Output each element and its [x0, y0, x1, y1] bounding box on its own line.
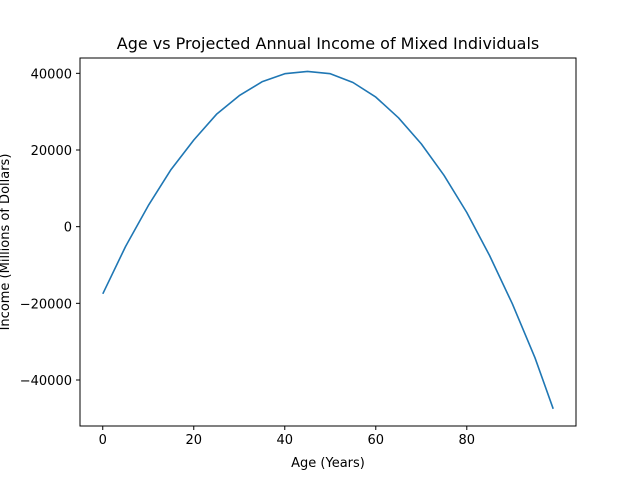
y-axis-label: Income (Millions of Dollars)	[0, 154, 13, 331]
y-tick-label: 0	[64, 221, 72, 236]
x-tick-label: 20	[185, 433, 202, 448]
y-tick-label: −20000	[20, 297, 72, 312]
x-tick-label: 80	[459, 433, 476, 448]
x-tick-label: 40	[276, 433, 293, 448]
x-tick-label: 0	[99, 433, 107, 448]
y-tick-label: 20000	[31, 144, 72, 159]
x-axis: 0 20 40 60 80	[99, 426, 475, 448]
chart-title: Age vs Projected Annual Income of Mixed …	[117, 34, 540, 53]
x-axis-label: Age (Years)	[291, 456, 365, 471]
series-line-0	[102, 70, 554, 410]
axes-frame	[79, 57, 577, 427]
y-tick-label: −40000	[20, 374, 72, 389]
x-tick-label: 60	[368, 433, 385, 448]
y-tick-label: 40000	[31, 67, 72, 82]
plot-area	[102, 70, 554, 410]
y-axis: −40000 −20000 0 20000 40000	[20, 67, 80, 389]
